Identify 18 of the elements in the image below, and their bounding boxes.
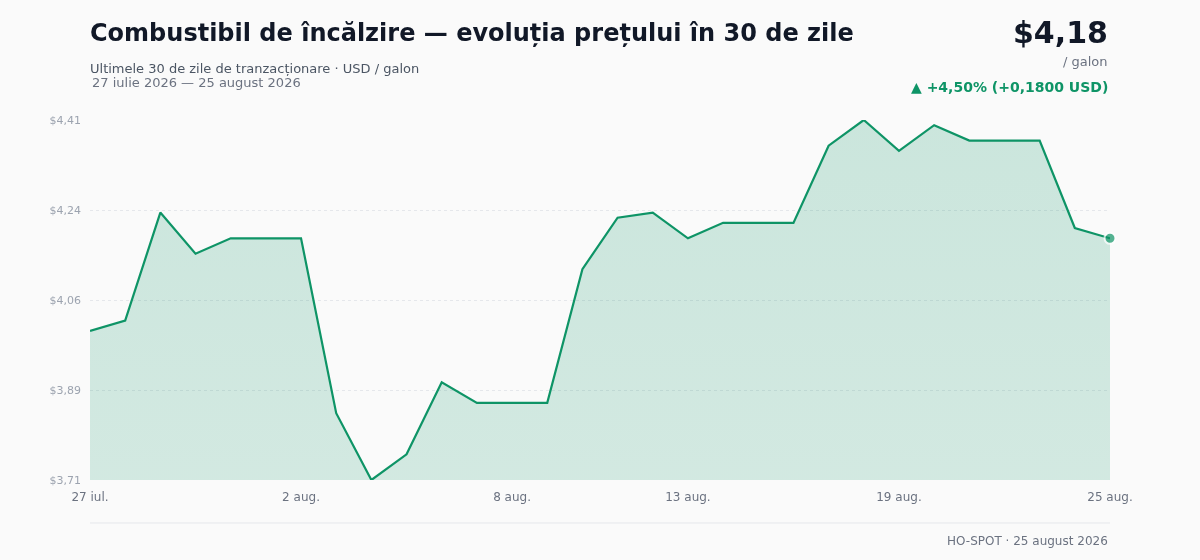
x-tick-label: 27 iul. bbox=[71, 490, 109, 504]
chart-subtitle: Ultimele 30 de zile de tranzacționare · USD / galon bbox=[90, 60, 420, 76]
y-tick-label: $4,41 bbox=[49, 113, 81, 127]
x-tick-label: 19 aug. bbox=[876, 490, 922, 504]
x-tick-label: 8 aug. bbox=[493, 490, 531, 504]
text: $4,18 bbox=[1013, 15, 1108, 50]
x-tick-label: 2 aug. bbox=[282, 490, 320, 504]
y-tick-label: $3,89 bbox=[49, 383, 81, 397]
x-tick-label: 25 aug. bbox=[1087, 490, 1133, 504]
text: ▲ +4,50% (+0,1800 USD) bbox=[911, 79, 1109, 95]
y-tick-label: $3,71 bbox=[49, 473, 81, 487]
text: HO-SPOT · 25 august 2026 bbox=[947, 534, 1108, 548]
text: 27 iulie 2026 — 25 august 2026 bbox=[92, 75, 301, 90]
y-tick-label: $4,06 bbox=[49, 293, 81, 307]
x-tick-label: 13 aug. bbox=[665, 490, 711, 504]
text: / galon bbox=[1063, 54, 1108, 69]
chart-title: Combustibil de încălzire — evoluția prețului în 30 de zile bbox=[90, 19, 854, 48]
y-tick-label: $4,24 bbox=[49, 203, 81, 217]
